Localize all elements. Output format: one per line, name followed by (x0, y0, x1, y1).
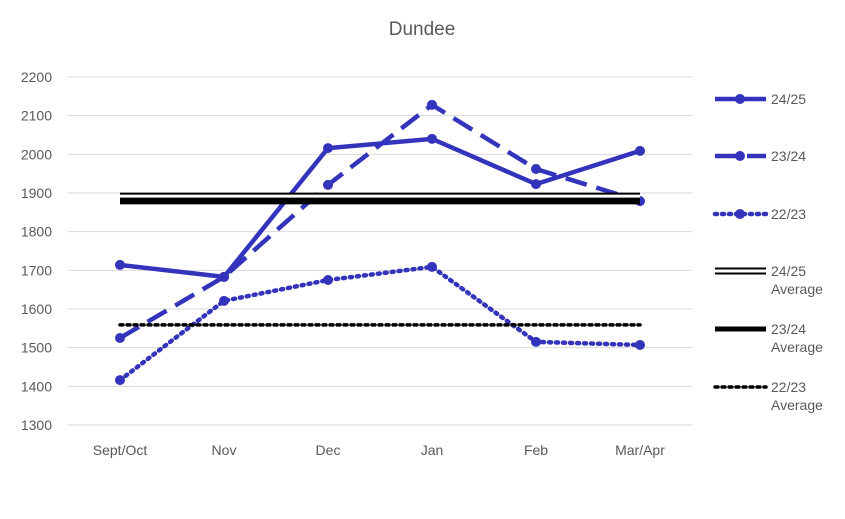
series-22-23 (115, 261, 645, 386)
legend-marker (735, 151, 745, 161)
y-tick-label: 1800 (21, 224, 52, 240)
y-tick-label: 1600 (21, 301, 52, 317)
legend-label: 23/24 (771, 148, 806, 164)
legend-item: 22/23 (712, 206, 806, 222)
data-point (427, 99, 437, 110)
legend-label: 23/24 Average (771, 321, 823, 355)
data-point (115, 375, 125, 386)
data-point (115, 333, 125, 343)
series-23-24 (115, 99, 645, 343)
data-point (427, 261, 437, 272)
legend-label: 24/25 Average (771, 263, 823, 297)
y-tick-label: 2200 (21, 69, 52, 85)
y-tick-label: 1400 (21, 378, 52, 394)
legend-label: 24/25 (771, 91, 806, 107)
y-tick-label: 1500 (21, 340, 52, 356)
data-point (531, 336, 541, 347)
y-tick-label: 1900 (21, 185, 52, 201)
data-point (635, 339, 645, 350)
data-point (531, 164, 541, 175)
data-point (323, 275, 333, 285)
legend-item: 24/25 Average (715, 263, 823, 297)
chart-title: Dundee (389, 19, 456, 40)
legend-marker (735, 94, 745, 104)
x-tick-label: Feb (524, 442, 548, 458)
x-tick-label: Mar/Apr (615, 442, 665, 458)
x-tick-label: Jan (421, 442, 444, 458)
data-point (427, 133, 437, 144)
series-line (117, 264, 643, 383)
data-point (635, 145, 645, 156)
y-tick-label: 2100 (21, 108, 52, 124)
data-point (323, 143, 333, 154)
data-point (531, 179, 541, 190)
data-point (219, 271, 229, 282)
legend-label: 22/23 Average (771, 379, 823, 413)
data-point (323, 179, 333, 190)
legend-item: 23/24 (715, 148, 806, 164)
data-point (115, 259, 125, 270)
legend-label: 22/23 (771, 206, 806, 222)
legend-item: 23/24 Average (715, 321, 823, 355)
y-tick-label: 1700 (21, 262, 52, 278)
x-tick-label: Sept/Oct (93, 442, 148, 458)
legend-item: 24/25 (715, 91, 806, 107)
x-tick-label: Nov (212, 442, 237, 458)
legend-item: 22/23 Average (713, 379, 823, 413)
data-point (219, 295, 229, 306)
series-line (119, 136, 641, 280)
series-line (118, 102, 641, 340)
y-tick-label: 2000 (21, 146, 52, 162)
legend-marker (735, 209, 745, 219)
x-tick-label: Dec (316, 442, 341, 458)
y-tick-label: 1300 (21, 417, 52, 433)
series-24-25 (115, 133, 645, 282)
